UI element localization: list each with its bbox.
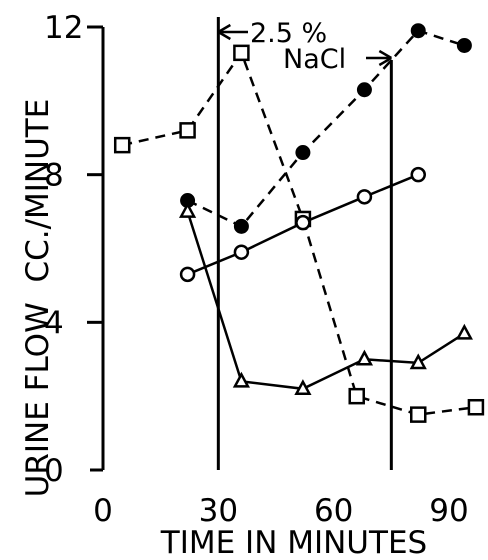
series-open-circles-point-4 [410,166,426,183]
y-tick-label-12: 12 [44,10,83,46]
x-tick-label-0: 0 [93,493,113,529]
x-tick-label-90: 90 [429,493,468,529]
series-open-triangles-point-3 [355,349,374,366]
y-tick-label-4: 4 [44,305,64,341]
series-open-squares-point-2 [233,44,250,62]
series-open-squares-point-5 [409,406,427,423]
series-filled-circles-point-5 [456,37,472,53]
series-open-circles-point-1 [233,244,250,260]
series-open-squares-point-4 [348,387,365,405]
series-filled-circles-point-3 [356,82,372,98]
series-open-triangles-point-0 [178,201,197,218]
y-tick-label-8: 8 [44,158,64,194]
series-open-squares-point-1 [179,122,196,139]
series-open-circles-point-0 [179,266,196,283]
series-open-circles-point-3 [356,189,373,205]
x-axis-title: TIME IN MINUTES [160,525,427,560]
x-tick-label-30: 30 [199,493,238,529]
series-open-triangles-point-4 [409,353,427,370]
infusion-arrow-right-head [378,49,392,67]
label-layer: TIME IN MINUTES URINE FLOW CC./MINUTE 2.… [20,18,427,560]
series-open-circles-point-2 [295,214,311,231]
series-filled-circles-line [187,29,465,228]
series-open-squares-point-0 [113,136,131,154]
series-open-triangles-point-1 [232,371,250,388]
axis-layer: 0 4 8 12 0 30 60 90 [44,10,469,529]
x-tick-label-60: 60 [314,493,353,529]
annotation-line2: NaCl [283,44,346,75]
series-open-triangles-point-2 [294,379,312,396]
annotation-line1: 2.5 % [250,18,327,49]
y-axis-title: URINE FLOW CC./MINUTE [20,99,56,498]
series-open-triangles-line [186,211,466,391]
series-filled-circles-point-1 [233,218,249,234]
infusion-arrow-left-head [217,23,231,41]
y-tick-label-0: 0 [44,453,64,489]
series-open-triangles-point-5 [455,323,473,340]
series-filled-circles-point-4 [410,23,426,39]
series-filled-circles-point-2 [295,145,311,161]
series-open-squares-point-6 [467,398,485,416]
marker-layer [113,23,485,423]
